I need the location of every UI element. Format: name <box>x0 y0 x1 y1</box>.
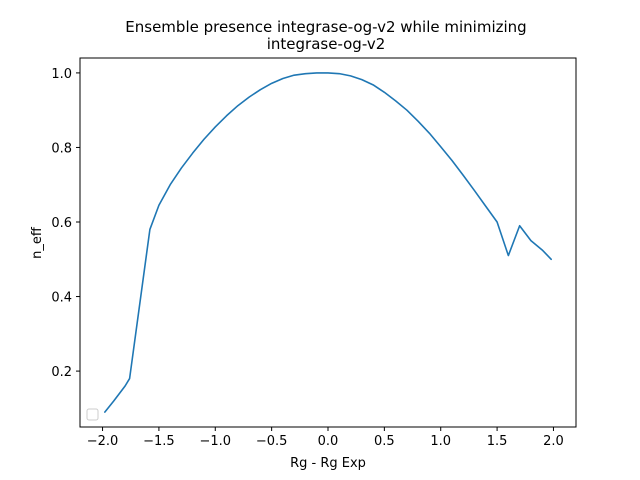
y-tick-label: 0.6 <box>51 216 72 231</box>
chart-title-line1: Ensemble presence integrase-og-v2 while … <box>125 18 526 36</box>
x-tick-label: 2.0 <box>543 434 564 449</box>
x-axis: −2.0 −1.5 −1.0 −0.5 0.0 0.5 1.0 1.5 2.0 <box>87 427 564 449</box>
x-tick-label: −1.0 <box>199 434 231 449</box>
series-line-0 <box>104 72 553 413</box>
y-axis-label: n_eff <box>30 226 45 259</box>
chart-title-line2: integrase-og-v2 <box>267 35 386 53</box>
x-tick-label: 1.5 <box>487 434 508 449</box>
x-tick-label: −1.5 <box>143 434 175 449</box>
y-tick-label: 0.4 <box>51 291 72 306</box>
plot-area <box>104 72 553 413</box>
y-axis: 0.2 0.4 0.6 0.8 1.0 <box>51 67 80 380</box>
x-tick-label: −0.5 <box>256 434 288 449</box>
x-tick-label: 0.5 <box>374 434 395 449</box>
x-tick-label: 1.0 <box>430 434 451 449</box>
x-tick-label: 0.0 <box>318 434 339 449</box>
x-tick-label: −2.0 <box>87 434 119 449</box>
y-tick-label: 1.0 <box>51 67 72 82</box>
legend-box <box>86 408 99 421</box>
x-axis-label: Rg - Rg Exp <box>290 456 366 471</box>
y-tick-label: 0.2 <box>51 365 72 380</box>
y-tick-label: 0.8 <box>51 141 72 156</box>
